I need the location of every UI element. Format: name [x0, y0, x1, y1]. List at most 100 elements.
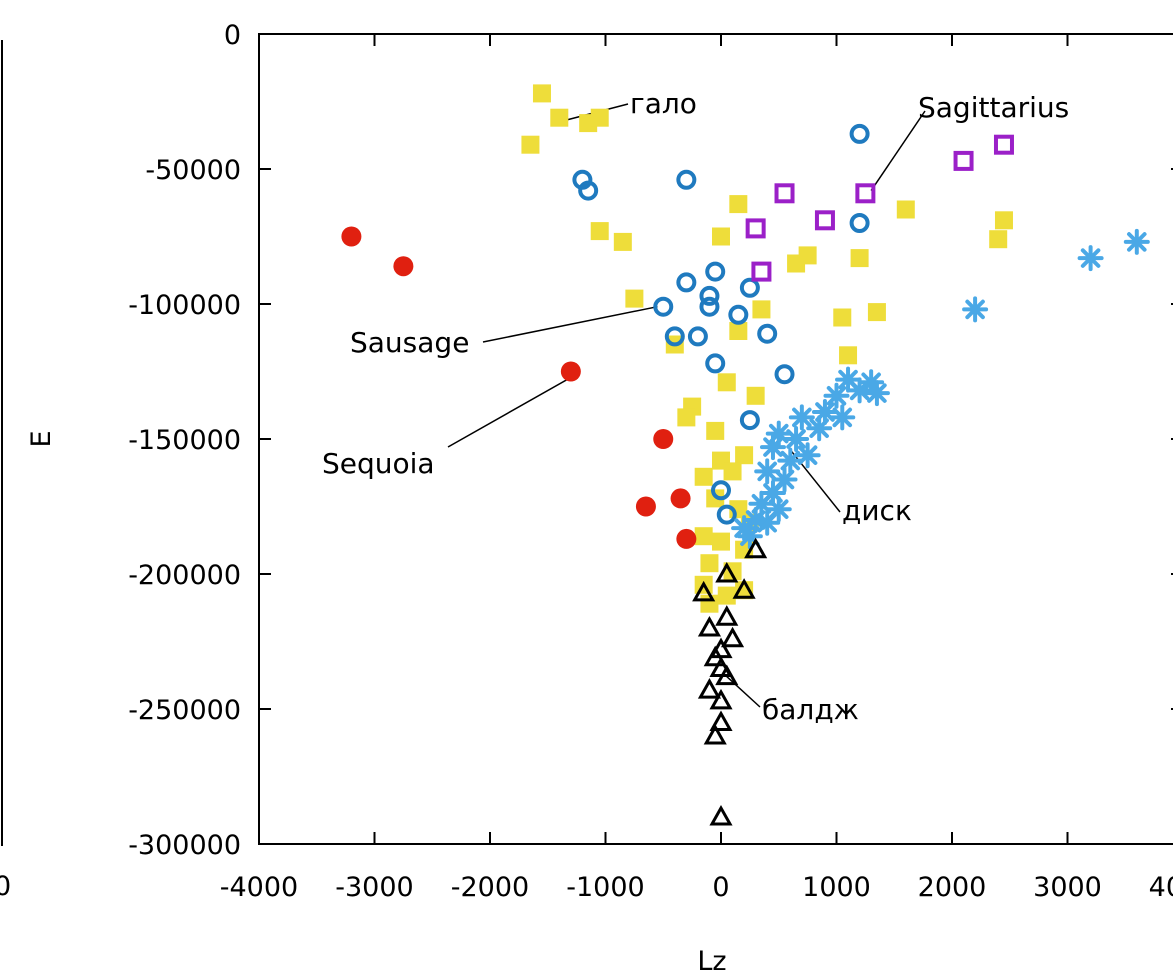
data-point	[676, 528, 697, 549]
data-point	[1123, 228, 1150, 255]
data-point	[560, 361, 581, 382]
x-tick-labels: -4000 -3000 -2000 -1000 0 1000 2000 3000 4000	[220, 872, 1173, 903]
data-point	[863, 380, 890, 407]
data-point	[833, 308, 852, 327]
y-tick-label: -250000	[128, 695, 241, 726]
data-point	[723, 462, 742, 481]
data-point	[717, 586, 736, 605]
data-point	[839, 346, 858, 365]
x-tick-label: 3000	[1033, 872, 1102, 903]
data-point	[777, 447, 804, 474]
data-point	[697, 615, 722, 637]
data-point	[706, 421, 725, 440]
data-point	[754, 509, 781, 536]
y-tick-label: -50000	[145, 155, 241, 186]
data-point	[694, 527, 713, 546]
annotation-leader-line	[482, 305, 658, 343]
data-point	[692, 580, 716, 602]
data-point	[774, 183, 795, 204]
annotation-label: диск	[842, 494, 912, 527]
data-point	[670, 488, 691, 509]
x-tick-label: 1000	[802, 872, 871, 903]
data-point	[757, 323, 778, 344]
annotation-label: Sagittarius	[918, 91, 1069, 124]
data-point	[732, 578, 756, 599]
data-point	[697, 678, 722, 699]
data-point	[705, 353, 726, 374]
series-filled-circle	[341, 226, 697, 549]
data-point	[788, 404, 815, 431]
data-point	[729, 195, 748, 214]
data-point	[590, 108, 609, 127]
data-point	[746, 386, 765, 405]
data-point	[676, 272, 697, 293]
data-point	[774, 364, 795, 385]
data-point	[709, 710, 733, 731]
y-tick-label: 0	[224, 20, 241, 51]
data-point	[720, 626, 745, 648]
data-point	[855, 183, 876, 204]
annotation-leader-line	[726, 676, 761, 708]
data-point	[728, 304, 749, 325]
data-point	[849, 123, 870, 144]
data-point	[578, 180, 599, 201]
x-tick-label: 4000	[1149, 872, 1173, 903]
data-point	[962, 296, 989, 323]
x-tick-label: -2000	[451, 872, 529, 903]
data-point	[850, 249, 869, 268]
x-axis-title: Lz	[697, 946, 726, 973]
data-point	[715, 605, 739, 626]
annotation-leader-line	[870, 110, 926, 192]
data-point	[735, 581, 754, 600]
data-point	[613, 232, 632, 251]
data-point	[712, 227, 730, 246]
axis-ticks	[258, 33, 1173, 845]
annotation-label: Sequoia	[322, 447, 435, 480]
y-tick-label: -100000	[128, 290, 241, 321]
data-point	[716, 504, 737, 525]
data-point	[759, 434, 786, 461]
y-tick-label: -150000	[128, 425, 241, 456]
data-point	[699, 296, 720, 317]
data-point	[994, 211, 1013, 230]
data-point	[735, 446, 754, 465]
annotations: гало Sagittarius Sausage Sequoia диск балдж	[322, 87, 1069, 726]
x-tick-label: -3000	[335, 872, 413, 903]
annotation-label: балдж	[762, 693, 859, 726]
series-open-triangle	[692, 537, 768, 826]
data-point	[717, 373, 736, 392]
data-point	[700, 594, 719, 613]
data-point	[794, 442, 821, 469]
data-point	[806, 415, 833, 442]
data-point	[729, 322, 748, 340]
data-point	[653, 296, 674, 317]
data-point	[783, 426, 810, 452]
y-tick-label: -200000	[128, 560, 241, 591]
data-point	[700, 554, 719, 573]
data-point	[953, 150, 974, 171]
data-point	[798, 246, 817, 265]
neighbor-panel-tick-label: 0	[0, 871, 11, 902]
data-point	[993, 134, 1014, 155]
data-point	[705, 261, 726, 282]
x-tick-label: 0	[712, 872, 729, 903]
data-point	[677, 408, 696, 427]
data-point	[699, 285, 720, 306]
data-point	[745, 218, 766, 239]
series-open-circle	[572, 123, 870, 525]
data-point	[703, 723, 727, 745]
data-markers	[341, 84, 1150, 826]
data-point	[896, 200, 915, 219]
data-point	[664, 326, 685, 347]
data-point	[653, 429, 674, 449]
x-tick-label: 2000	[918, 872, 987, 903]
data-point	[341, 226, 362, 247]
data-point	[709, 804, 733, 826]
data-point	[712, 532, 730, 551]
data-point	[709, 688, 733, 710]
data-point	[989, 230, 1008, 249]
annotation-label: Sausage	[350, 326, 469, 359]
data-point	[625, 289, 644, 308]
y-tick-labels: 0 -50000 -100000 -150000 -200000 -250000 -3000…	[128, 20, 241, 861]
